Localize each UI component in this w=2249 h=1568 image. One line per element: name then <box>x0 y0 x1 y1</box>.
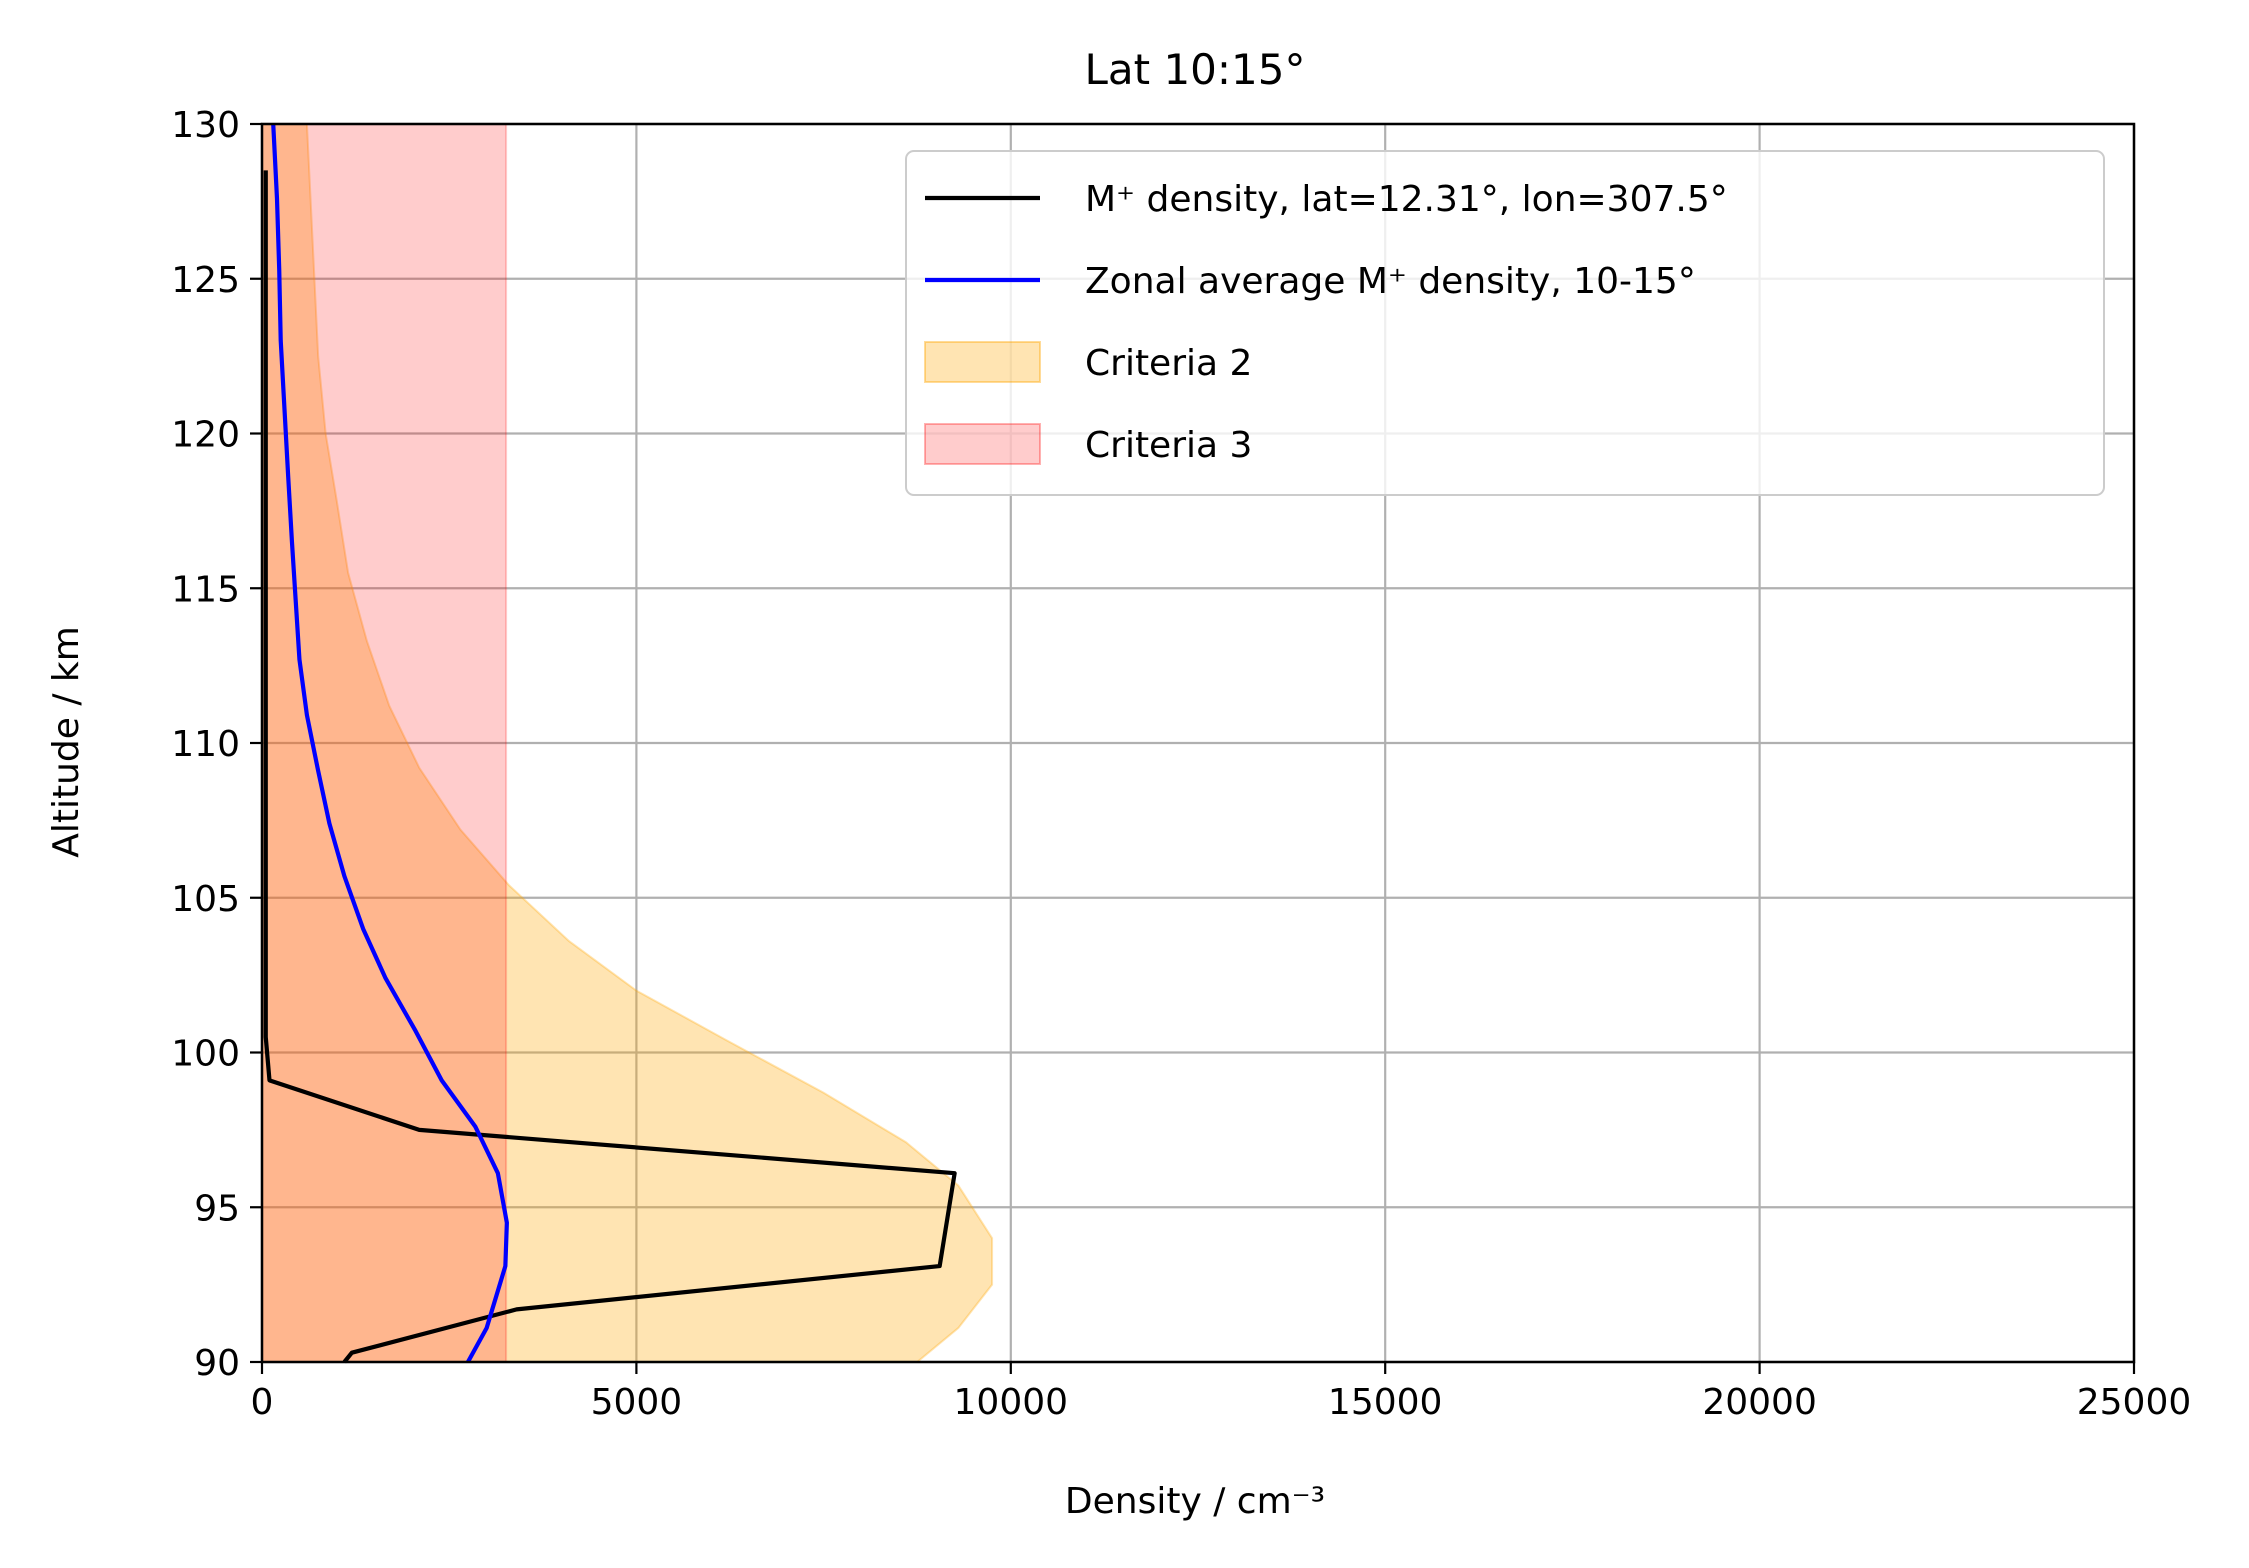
legend-swatch-fill <box>924 423 1041 465</box>
x-tick-label: 10000 <box>954 1382 1069 1423</box>
y-tick-label: 100 <box>171 1034 240 1075</box>
data-lines <box>263 123 957 1364</box>
x-tick-label: 20000 <box>1702 1382 1817 1423</box>
y-tick-label: 110 <box>171 724 240 765</box>
y-tick-label: 95 <box>194 1188 240 1229</box>
legend-box <box>905 150 2105 496</box>
legend-entry-label: Criteria 2 <box>1085 343 1252 384</box>
x-tick-label: 15000 <box>1328 1382 1443 1423</box>
ticks: 0 5000 10000 15000 20000 25000 90 95 100 105 110 11… <box>171 105 2191 1423</box>
x-tick-label: 25000 <box>2077 1382 2192 1423</box>
legend-entry-label: Zonal average M⁺ density, 10-15° <box>1085 261 1696 302</box>
x-tick-label: 5000 <box>591 1382 683 1423</box>
y-tick-label: 115 <box>171 569 240 610</box>
legend-swatch-fill <box>924 341 1041 383</box>
legend: M⁺ density, lat=12.31°, lon=307.5° Zonal … <box>905 150 2105 496</box>
fill-area-criteria-2 <box>261 123 994 1363</box>
legend-entry-label: M⁺ density, lat=12.31°, lon=307.5° <box>1085 179 1728 220</box>
legend-entry-label: Criteria 3 <box>1085 425 1252 466</box>
x-tick-label: 0 <box>251 1382 274 1423</box>
y-axis-label: Altitude / km <box>46 626 87 858</box>
y-tick-label: 90 <box>194 1343 240 1384</box>
y-tick-label: 125 <box>171 260 240 301</box>
fill-area-criteria-3 <box>261 123 508 1363</box>
x-axis-label: Density / cm⁻³ <box>1065 1481 1325 1522</box>
y-tick-label: 105 <box>171 879 240 920</box>
y-tick-label: 120 <box>171 415 240 456</box>
zonal-average-density-line <box>271 123 509 1364</box>
chart-title: Lat 10:15° <box>1085 45 1306 94</box>
m-plus-density-line <box>263 170 957 1364</box>
y-tick-label: 130 <box>171 105 240 146</box>
